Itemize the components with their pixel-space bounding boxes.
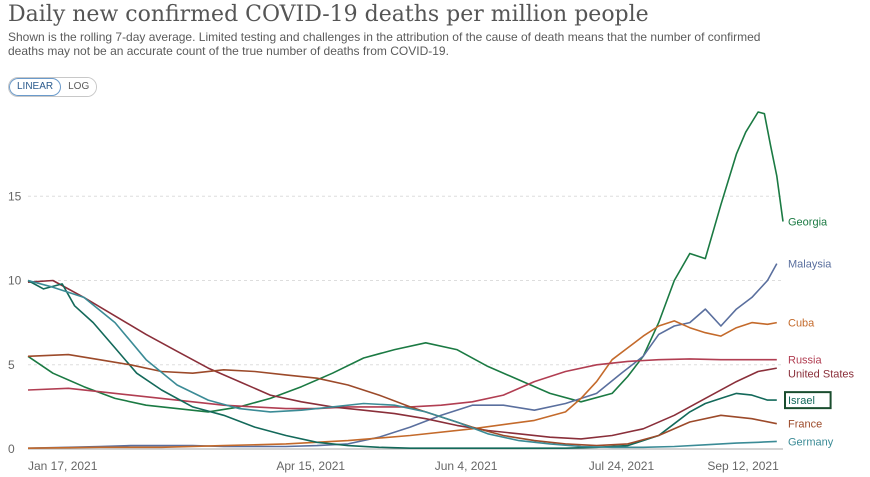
series-label-cuba[interactable]: Cuba	[788, 318, 815, 330]
y-tick-label: 15	[8, 189, 22, 203]
y-tick-label: 5	[8, 358, 15, 372]
highlight-box	[784, 391, 832, 410]
chart-title: Daily new confirmed COVID-19 deaths per …	[8, 2, 649, 27]
series-label-israel[interactable]: Israel	[788, 395, 815, 407]
series-label-malaysia[interactable]: Malaysia	[788, 259, 832, 271]
y-tick-label: 0	[8, 442, 15, 456]
series-line-georgia[interactable]	[27, 111, 784, 413]
series-line-malaysia[interactable]	[27, 263, 778, 449]
log-scale-button[interactable]: LOG	[61, 78, 97, 96]
x-tick-label: Jul 24, 2021	[589, 459, 655, 473]
series-label-georgia[interactable]: Georgia	[788, 217, 828, 229]
y-axis: 0 5 10 15	[8, 189, 22, 456]
series-line-cuba[interactable]	[27, 320, 777, 449]
series-labels: Georgia Malaysia Cuba Russia United States Is…	[784, 217, 855, 448]
y-tick-label: 10	[8, 274, 22, 288]
series-line-germany[interactable]	[27, 279, 777, 449]
x-tick-label: Apr 15, 2021	[276, 459, 345, 473]
chart-subtitle: Shown is the rolling 7-day average. Limi…	[8, 30, 761, 58]
series-line-united-states[interactable]	[27, 279, 777, 440]
series-label-france[interactable]: France	[788, 419, 822, 431]
series-line-israel[interactable]	[27, 279, 777, 450]
x-axis: Jan 17, 2021 Apr 15, 2021 Jun 4, 2021 Jul 2…	[28, 459, 779, 473]
x-tick-label: Sep 12, 2021	[707, 459, 779, 473]
series-label-united-states[interactable]: United States	[788, 369, 855, 381]
grid	[28, 195, 783, 450]
series-label-germany[interactable]: Germany	[788, 436, 834, 448]
linear-scale-button[interactable]: LINEAR	[9, 78, 62, 96]
series-lines	[27, 111, 784, 450]
x-tick-label: Jan 17, 2021	[28, 459, 98, 473]
series-label-russia[interactable]: Russia	[788, 355, 823, 367]
x-tick-label: Jun 4, 2021	[435, 459, 498, 473]
scale-toggle: LINEAR LOG	[8, 77, 98, 97]
